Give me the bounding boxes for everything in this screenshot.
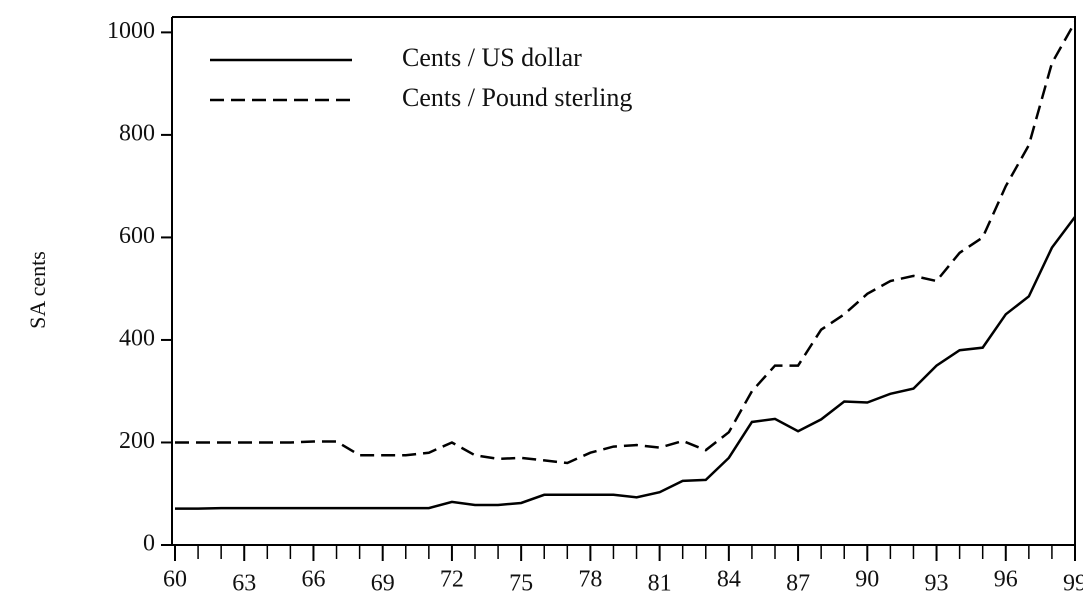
x-tick-label: 93 (925, 571, 949, 597)
x-tick-label: 90 (855, 567, 879, 593)
y-tick-label: 800 (119, 120, 155, 146)
series-line (175, 21, 1077, 465)
y-tick-label: 0 (143, 531, 155, 557)
x-tick-label: 87 (786, 571, 810, 597)
x-tick-label: 78 (578, 567, 602, 593)
y-tick-label: 1000 (107, 18, 155, 44)
x-tick-label: 63 (232, 571, 256, 597)
legend-label: Cents / Pound sterling (402, 83, 632, 112)
y-tick-label: 200 (119, 428, 155, 454)
x-tick-label: 60 (163, 567, 187, 593)
x-tick-label: 84 (717, 567, 741, 593)
x-tick-label: 72 (440, 567, 464, 593)
y-tick-label: 600 (119, 223, 155, 249)
y-tick-label: 400 (119, 325, 155, 351)
x-tick-label: 96 (994, 567, 1018, 593)
series-line (175, 216, 1076, 510)
x-tick-label: 81 (648, 571, 672, 597)
legend-label: Cents / US dollar (402, 43, 582, 72)
x-tick-label: 66 (301, 567, 325, 593)
x-tick-label: 69 (371, 571, 395, 597)
x-tick-label: 99 (1063, 571, 1083, 597)
y-axis-label: SA cents (25, 251, 50, 329)
x-tick-label: 75 (509, 571, 533, 597)
